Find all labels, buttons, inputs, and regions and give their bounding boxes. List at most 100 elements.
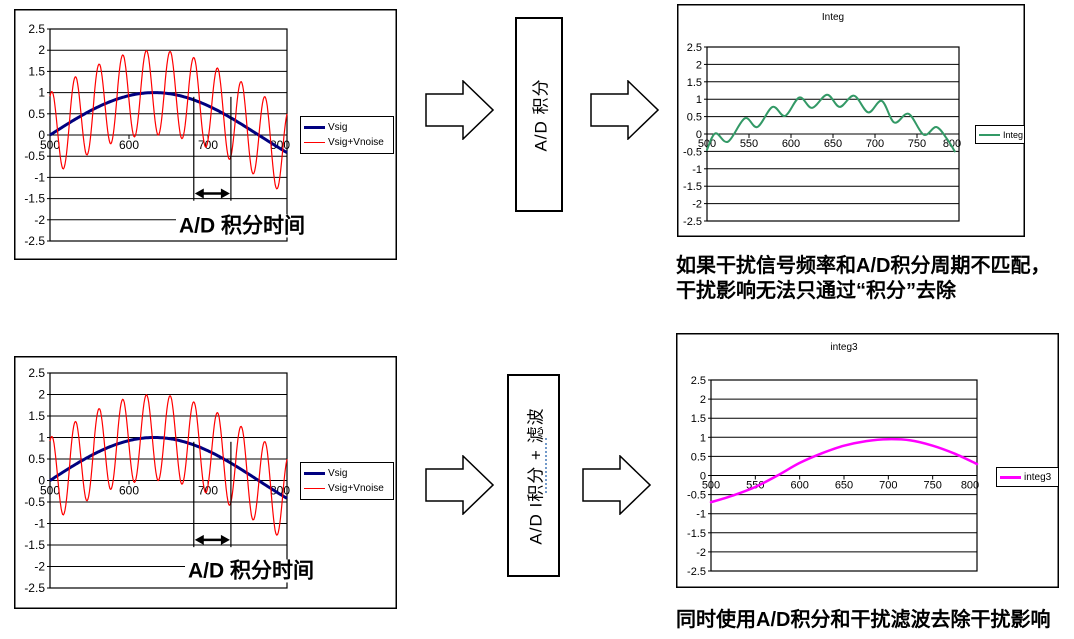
gridlines: 2.5 2 1.5 1 0.5 0 -0.5 -1 -1.5 -2 -2.5 — [683, 42, 959, 228]
y-tick-label: -1 — [692, 164, 702, 176]
y-tick-label: -2 — [34, 560, 45, 574]
x-tick-label: 500 — [40, 138, 60, 152]
legend-label: Vsig — [328, 122, 348, 133]
y-tick-label: 0 — [700, 471, 706, 483]
series-Vsig — [49, 91, 288, 154]
y-tick-label: 1 — [700, 432, 706, 444]
chart-title: Integ — [822, 12, 844, 23]
y-tick-label: -2.5 — [24, 234, 45, 248]
x-tick-label: 650 — [835, 480, 853, 492]
integration-time-label-bottom: A/D 积分时间 — [185, 559, 317, 583]
series-Vsig — [49, 436, 288, 500]
x-tick-label: 700 — [866, 138, 884, 150]
y-tick-label: -0.5 — [24, 495, 45, 509]
y-tick-label: 0 — [696, 129, 702, 141]
caption-top-line1: 如果干扰信号频率和A/D积分周期不匹配， — [676, 255, 1051, 277]
x-tick-label: 700 — [879, 480, 897, 492]
y-tick-label: 2.5 — [28, 366, 45, 380]
chart-border — [14, 9, 397, 260]
y-tick-label: -2.5 — [683, 216, 702, 228]
legend-line-sample — [304, 126, 325, 129]
x-tick-label: 700 — [198, 484, 218, 498]
plot-tr: 2.5 2 1.5 1 0.5 0 -0.5 -1 -1.5 -2 -2.5 500 550 600 650… — [677, 4, 1025, 237]
x-tick-label: 800 — [270, 138, 290, 152]
y-tick-label: -1.5 — [24, 192, 45, 206]
integration-time-label-top: A/D 积分时间 — [176, 214, 308, 238]
y-tick-label: -1.5 — [687, 528, 706, 540]
series-integ3 — [709, 437, 979, 504]
legend-entry: Vsig+Vnoise — [304, 483, 390, 494]
legend-entry: Vsig+Vnoise — [304, 137, 390, 148]
x-tick-label: 600 — [790, 480, 808, 492]
x-tick-label: 600 — [119, 484, 139, 498]
y-tick-label: -2.5 — [687, 566, 706, 578]
x-axis: 500 550 600 650 700 750 800 — [702, 475, 979, 492]
x-axis: 500 600 700 800 — [40, 480, 290, 498]
x-tick-label: 650 — [824, 138, 842, 150]
y-tick-label: 0.5 — [28, 452, 45, 466]
process-box-ad-integration: A/D 积分 — [515, 17, 563, 212]
x-tick-label: 800 — [270, 484, 290, 498]
y-tick-label: 2.5 — [691, 375, 706, 387]
y-tick-label: -0.5 — [683, 146, 702, 158]
x-tick-label: 800 — [961, 480, 979, 492]
y-tick-label: 2 — [38, 43, 45, 57]
legend-entry: Integ — [979, 130, 1023, 140]
x-tick-label: 750 — [908, 138, 926, 150]
process-box-ad-integration-filter-label: A/D I积分 + 滤波 — [526, 406, 545, 545]
dotted-marks-artifact — [545, 438, 547, 493]
chart-integ: 2.5 2 1.5 1 0.5 0 -0.5 -1 -1.5 -2 -2.5 500 550 600 650… — [677, 4, 1025, 237]
x-tick-label: 550 — [740, 138, 758, 150]
y-tick-label: -1 — [34, 517, 45, 531]
y-tick-label: 1.5 — [691, 413, 706, 425]
legend-signal-noise-top: Vsig Vsig+Vnoise — [300, 116, 394, 154]
y-tick-label: 2.5 — [28, 22, 45, 36]
y-tick-label: 1 — [696, 94, 702, 106]
y-tick-label: -0.5 — [687, 490, 706, 502]
chart-integ3: 2.5 2 1.5 1 0.5 0 -0.5 -1 -1.5 -2 -2.5 500 550 600 650… — [676, 333, 1059, 588]
y-tick-label: -0.5 — [24, 149, 45, 163]
y-tick-label: -1.5 — [683, 181, 702, 193]
y-tick-label: 0.5 — [691, 451, 706, 463]
legend-entry: Vsig — [304, 122, 390, 133]
legend-label: Vsig+Vnoise — [328, 137, 384, 148]
chart-border — [676, 333, 1059, 588]
legend-integ3: integ3 — [996, 467, 1059, 487]
x-tick-label: 500 — [702, 480, 720, 492]
chart-border — [677, 4, 1025, 237]
legend-line-sample — [979, 133, 1000, 136]
legend-line-sample — [304, 472, 325, 475]
x-axis: 500 550 600 650 700 750 800 — [698, 134, 961, 150]
caption-bottom: 同时使用A/D积分和干扰滤波去除干扰影响 — [676, 609, 1051, 631]
x-tick-label: 750 — [923, 480, 941, 492]
y-tick-label: 0 — [38, 128, 45, 142]
chart-border — [14, 356, 397, 609]
right-block-arrow-icon — [590, 80, 659, 140]
legend-label: integ3 — [1024, 471, 1052, 483]
y-tick-label: 1.5 — [687, 77, 702, 89]
process-box-ad-integration-label: A/D 积分 — [531, 77, 551, 152]
y-tick-label: -1.5 — [24, 538, 45, 552]
caption-top: 如果干扰信号频率和A/D积分周期不匹配， 干扰影响无法只通过“积分”去除 — [676, 254, 1050, 304]
y-tick-label: -2 — [34, 213, 45, 227]
y-tick-label: 2 — [696, 59, 702, 71]
legend-integ: Integ — [975, 125, 1025, 144]
y-tick-label: 1 — [38, 86, 45, 100]
gridlines: 2.5 2 1.5 1 0.5 0 -0.5 -1 -1.5 -2 -2.5 — [24, 366, 287, 595]
caption-top-line2: 干扰影响无法只通过“积分”去除 — [676, 280, 956, 302]
chart-title: integ3 — [830, 342, 858, 353]
series-Vsig+Vnoise — [49, 49, 288, 190]
series-Integ — [706, 93, 956, 153]
y-tick-label: 1.5 — [28, 409, 45, 423]
x-tick-label: 500 — [698, 138, 716, 150]
y-tick-label: 2.5 — [687, 42, 702, 54]
legend-entry: integ3 — [1000, 472, 1055, 483]
x-tick-label: 500 — [40, 484, 60, 498]
legend-line-sample — [304, 488, 325, 489]
legend-line-sample — [304, 142, 325, 143]
y-tick-label: -2.5 — [24, 581, 45, 595]
legend-line-sample — [1000, 475, 1021, 479]
x-tick-label: 700 — [198, 138, 218, 152]
y-tick-label: 0.5 — [28, 107, 45, 121]
